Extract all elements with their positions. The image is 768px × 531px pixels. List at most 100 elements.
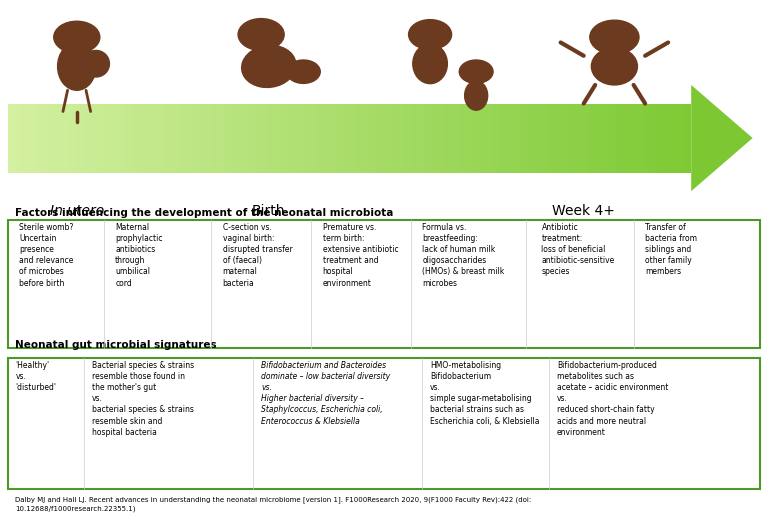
Bar (281, 104, 288, 173)
FancyBboxPatch shape (8, 358, 760, 489)
Bar (623, 104, 630, 173)
Text: Bifidobacterium-produced
metabolites such as
acetate – acidic environment
vs.
re: Bifidobacterium-produced metabolites suc… (557, 361, 668, 436)
Ellipse shape (591, 48, 637, 85)
Text: 'Healthy'
vs.
'disturbed': 'Healthy' vs. 'disturbed' (15, 361, 56, 392)
Bar (62, 104, 69, 173)
Bar (165, 104, 172, 173)
Ellipse shape (242, 45, 296, 88)
Bar (192, 104, 199, 173)
Bar (172, 104, 178, 173)
Bar (104, 104, 111, 173)
Circle shape (54, 21, 100, 53)
Text: C-section vs.
vaginal birth:
disrupted transfer
of (faecal)
maternal
bacteria: C-section vs. vaginal birth: disrupted t… (223, 223, 293, 287)
Bar (527, 104, 534, 173)
Ellipse shape (412, 44, 447, 83)
Bar (329, 104, 336, 173)
Text: Maternal
prophylactic
antibiotics
through
umbilical
cord: Maternal prophylactic antibiotics throug… (115, 223, 163, 287)
Bar (124, 104, 131, 173)
Bar (322, 104, 329, 173)
Circle shape (286, 60, 320, 83)
Bar (465, 104, 472, 173)
Bar (343, 104, 349, 173)
Bar (644, 104, 650, 173)
Text: Premature vs.
term birth:
extensive antibiotic
treatment and
hospital
environmen: Premature vs. term birth: extensive anti… (323, 223, 398, 287)
Bar (199, 104, 206, 173)
Bar (493, 104, 500, 173)
Bar (247, 104, 253, 173)
Bar (240, 104, 247, 173)
Bar (602, 104, 609, 173)
Circle shape (459, 60, 493, 83)
Bar (575, 104, 582, 173)
Ellipse shape (83, 50, 109, 77)
Bar (411, 104, 418, 173)
Text: Bifidobacterium and Bacteroides
dominate – low bacterial diversity
vs.
Higher ba: Bifidobacterium and Bacteroides dominate… (261, 361, 390, 425)
Bar (48, 104, 55, 173)
Bar (117, 104, 124, 173)
Text: Formula vs.
breastfeeding:
lack of human milk
oligosaccharides
(HMOs) & breast m: Formula vs. breastfeeding: lack of human… (422, 223, 505, 287)
Bar (486, 104, 493, 173)
Bar (302, 104, 309, 173)
Bar (227, 104, 233, 173)
Bar (76, 104, 83, 173)
Bar (397, 104, 404, 173)
Bar (137, 104, 144, 173)
Bar (220, 104, 227, 173)
Text: Transfer of
bacteria from
siblings and
other family
members: Transfer of bacteria from siblings and o… (645, 223, 697, 277)
Bar (384, 104, 390, 173)
Bar (260, 104, 267, 173)
Bar (507, 104, 514, 173)
Bar (213, 104, 220, 173)
Bar (582, 104, 588, 173)
Text: In utero: In utero (50, 204, 104, 218)
Bar (83, 104, 90, 173)
Bar (336, 104, 343, 173)
Bar (445, 104, 452, 173)
Bar (131, 104, 137, 173)
Bar (664, 104, 670, 173)
Bar (15, 104, 22, 173)
Text: Week 4+: Week 4+ (552, 204, 615, 218)
Text: Dalby MJ and Hall LJ. Recent advances in understanding the neonatal microbiome [: Dalby MJ and Hall LJ. Recent advances in… (15, 496, 531, 512)
Circle shape (409, 20, 452, 49)
Text: Bacterial species & strains
resemble those found in
the mother's gut
vs.
bacteri: Bacterial species & strains resemble tho… (92, 361, 194, 436)
Bar (28, 104, 35, 173)
Bar (609, 104, 616, 173)
Bar (418, 104, 425, 173)
Text: Antibiotic
treatment:
loss of beneficial
antibiotic-sensitive
species: Antibiotic treatment: loss of beneficial… (541, 223, 614, 277)
Bar (253, 104, 260, 173)
Bar (274, 104, 281, 173)
Bar (541, 104, 548, 173)
Bar (500, 104, 507, 173)
Bar (670, 104, 677, 173)
Bar (111, 104, 117, 173)
Bar (267, 104, 274, 173)
Bar (206, 104, 213, 173)
Bar (370, 104, 377, 173)
Bar (42, 104, 48, 173)
Text: Birth: Birth (252, 204, 286, 218)
Text: Neonatal gut microbial signatures: Neonatal gut microbial signatures (15, 340, 217, 350)
Bar (657, 104, 664, 173)
FancyBboxPatch shape (8, 220, 760, 348)
Bar (144, 104, 151, 173)
Bar (479, 104, 486, 173)
Bar (677, 104, 684, 173)
Bar (288, 104, 295, 173)
Bar (158, 104, 165, 173)
Bar (233, 104, 240, 173)
Bar (377, 104, 383, 173)
Bar (684, 104, 691, 173)
Bar (588, 104, 595, 173)
Text: HMO-metabolising
Bifidobacterium
vs.
simple sugar-metabolising
bacterial strains: HMO-metabolising Bifidobacterium vs. sim… (430, 361, 540, 425)
Bar (650, 104, 657, 173)
Ellipse shape (465, 81, 488, 110)
Bar (425, 104, 432, 173)
Bar (637, 104, 644, 173)
Bar (452, 104, 458, 173)
Bar (616, 104, 623, 173)
Bar (561, 104, 568, 173)
Text: Factors influencing the development of the neonatal microbiota: Factors influencing the development of t… (15, 208, 394, 218)
Bar (520, 104, 527, 173)
Bar (69, 104, 76, 173)
